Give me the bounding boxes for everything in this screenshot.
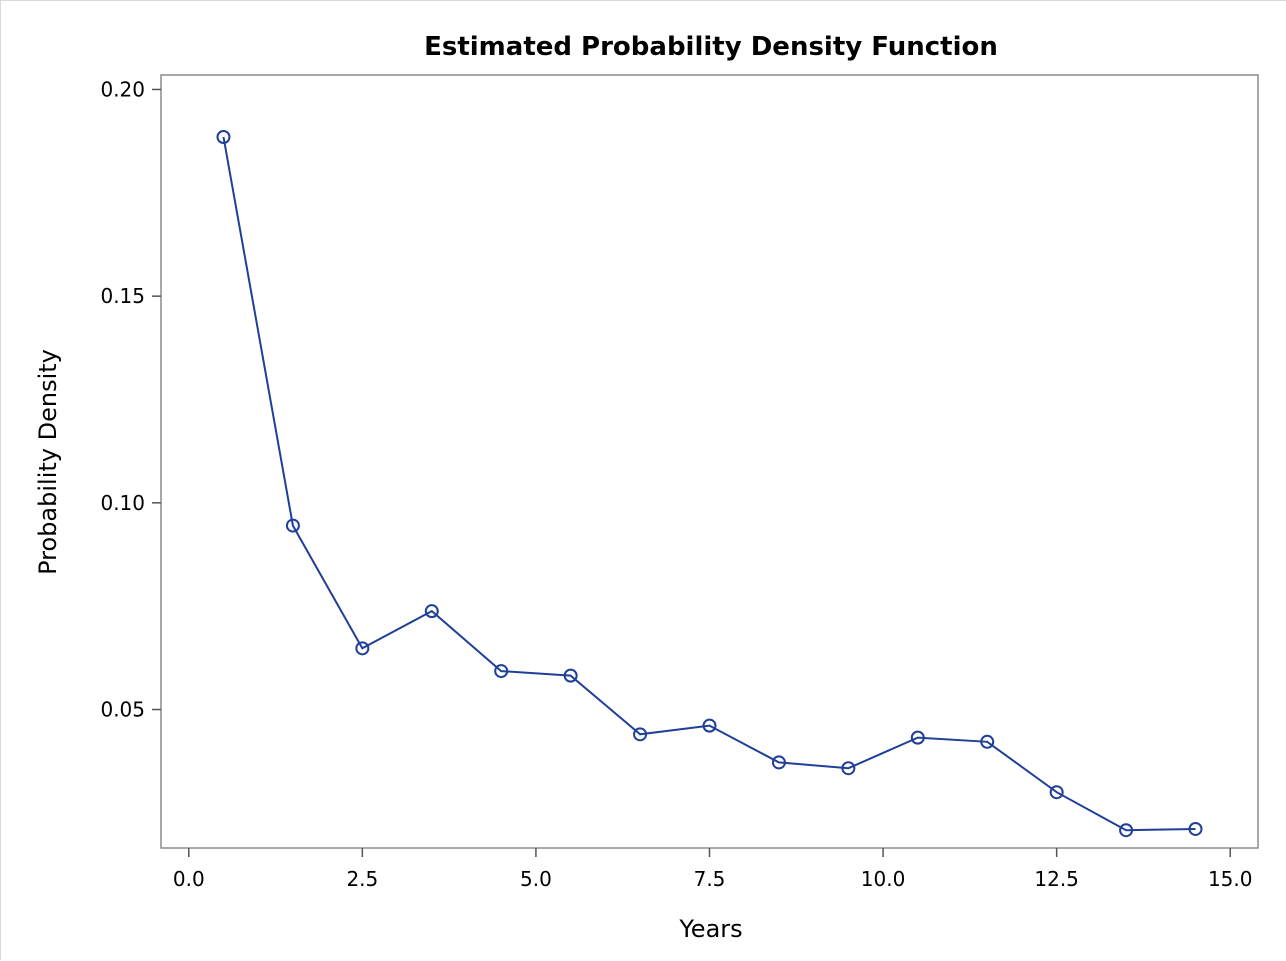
- x-tick-label: 0.0: [173, 867, 205, 891]
- data-point: [910, 730, 925, 745]
- x-tick-label: 12.5: [1034, 867, 1079, 891]
- x-axis: 0.0 2.5 5.0 7.5 10.0 12.5 15.0: [173, 848, 1253, 891]
- y-axis: 0.05 0.10 0.15 0.20: [100, 77, 161, 722]
- chart-title: Estimated Probability Density Function: [424, 32, 998, 62]
- y-tick-label: 0.15: [100, 284, 145, 308]
- data-point: [980, 734, 995, 749]
- data-point: [633, 727, 648, 742]
- y-tick-label: 0.10: [100, 491, 145, 515]
- data-point: [424, 604, 439, 619]
- data-point: [355, 641, 370, 656]
- y-tick-label: 0.20: [100, 77, 145, 101]
- x-tick-label: 5.0: [520, 867, 552, 891]
- data-point: [285, 518, 300, 533]
- data-point: [841, 761, 856, 776]
- x-tick-label: 15.0: [1208, 867, 1253, 891]
- data-point: [702, 718, 717, 733]
- series-line: [222, 136, 1196, 832]
- series-layer: [216, 130, 1203, 838]
- data-point: [1049, 785, 1064, 800]
- x-tick-label: 2.5: [346, 867, 378, 891]
- data-point: [1188, 821, 1203, 836]
- x-tick-label: 10.0: [861, 867, 906, 891]
- data-point: [1119, 823, 1134, 838]
- data-point: [216, 130, 231, 145]
- x-tick-label: 7.5: [694, 867, 726, 891]
- y-tick-label: 0.05: [100, 698, 145, 722]
- x-axis-title: Years: [678, 915, 742, 943]
- data-point: [771, 755, 786, 770]
- data-point: [563, 668, 578, 683]
- y-axis-title: Probability Density: [34, 349, 62, 575]
- data-point: [494, 664, 509, 679]
